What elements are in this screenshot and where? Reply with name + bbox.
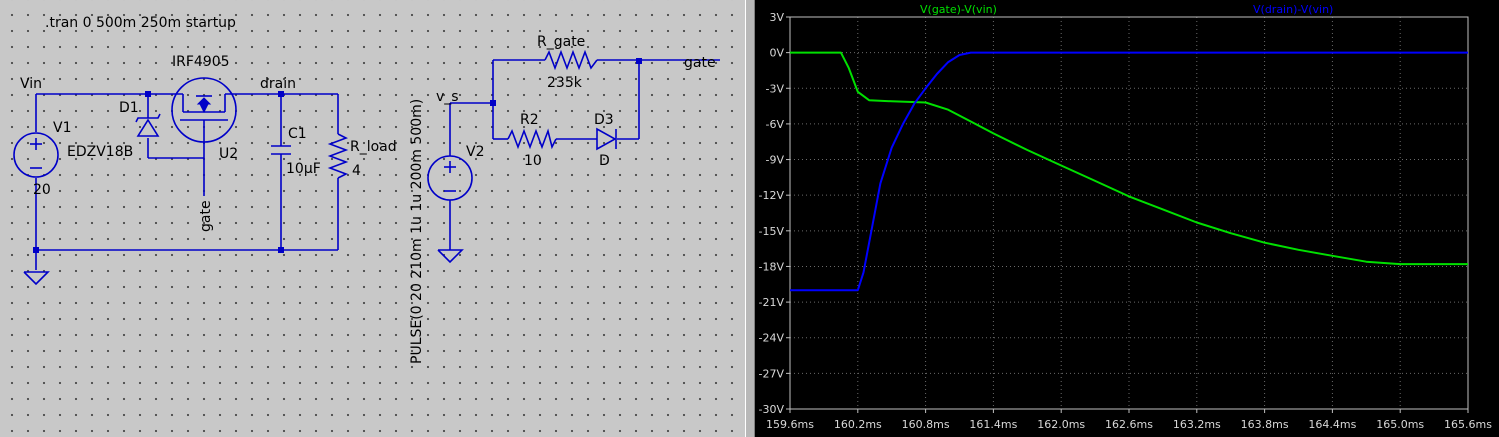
u2-pmos-transistor[interactable] <box>165 78 243 142</box>
y-tick-label: -15V <box>759 225 785 238</box>
d1-name: D1 <box>119 100 139 116</box>
r2-resistor[interactable] <box>508 131 556 147</box>
x-tick-label: 165.6ms <box>1444 418 1492 431</box>
net-label-gate-right[interactable]: gate <box>684 55 716 71</box>
y-tick-label: 3V <box>769 11 784 24</box>
r-gate-name: R_gate <box>537 34 585 50</box>
x-tick-label: 163.2ms <box>1173 418 1221 431</box>
y-tick-label: -24V <box>759 332 785 345</box>
d3-value: D <box>599 153 610 169</box>
y-tick-label: 0V <box>769 47 784 60</box>
net-label-gate-bottom[interactable]: gate <box>198 200 214 232</box>
x-tick-label: 161.4ms <box>969 418 1017 431</box>
x-tick-label: 163.8ms <box>1241 418 1289 431</box>
trace-label-drain[interactable]: V(drain)-V(vin) <box>1253 3 1333 16</box>
x-tick-label: 162.0ms <box>1037 418 1085 431</box>
v2-voltage-source[interactable] <box>428 156 472 200</box>
spice-directive[interactable]: .tran 0 500m 250m startup <box>45 15 236 31</box>
y-tick-label: -30V <box>759 403 785 416</box>
y-tick-label: -9V <box>766 154 785 167</box>
r-load-resistor[interactable] <box>330 134 346 178</box>
d3-name: D3 <box>594 112 614 128</box>
ground-symbol-right[interactable] <box>438 250 462 262</box>
c1-name: C1 <box>288 126 307 142</box>
waveform-plot[interactable]: 3V 0V -3V -6V -9V -12V -15V -18V -21V -24V -27V -30… <box>755 0 1499 437</box>
r-gate-value: 235k <box>547 75 583 91</box>
net-label-vin[interactable]: Vin <box>20 76 42 92</box>
schematic-editor[interactable]: .tran 0 500m 250m startup <box>0 0 745 437</box>
d1-zener-diode[interactable] <box>136 114 160 136</box>
x-tick-label: 165.0ms <box>1376 418 1424 431</box>
wires-gate-drive <box>450 60 720 250</box>
v1-name: V1 <box>53 120 71 136</box>
r-load-value: 4 <box>352 163 361 179</box>
d1-value: EDZV18B <box>67 144 133 160</box>
v2-name: V2 <box>466 144 484 160</box>
v1-voltage-source[interactable] <box>14 133 58 177</box>
x-tick-label: 160.8ms <box>902 418 950 431</box>
net-label-v-s[interactable]: v_s <box>436 89 459 105</box>
ground-symbol-left[interactable] <box>24 272 48 284</box>
r-load-name: R_load <box>350 139 397 155</box>
pane-splitter[interactable] <box>745 0 755 437</box>
y-tick-label: -27V <box>759 367 785 380</box>
y-tick-label: -6V <box>766 118 785 131</box>
y-tick-label: -21V <box>759 296 785 309</box>
c1-value: 10µF <box>286 161 321 177</box>
d3-diode[interactable] <box>597 129 616 149</box>
x-tick-label: 160.2ms <box>834 418 882 431</box>
y-tick-label: -3V <box>766 82 785 95</box>
trace-gate-minus-vin[interactable] <box>790 53 1468 265</box>
x-tick-label: 162.6ms <box>1105 418 1153 431</box>
trace-label-gate[interactable]: V(gate)-V(vin) <box>920 3 997 16</box>
u2-name: U2 <box>219 146 238 162</box>
v1-value: 20 <box>33 182 51 198</box>
y-tick-label: -18V <box>759 260 785 273</box>
u2-value: IRF4905 <box>172 54 230 70</box>
y-tick-label: -12V <box>759 189 785 202</box>
r2-value: 10 <box>524 153 542 169</box>
x-tick-label: 164.4ms <box>1308 418 1356 431</box>
waveform-viewer[interactable]: 3V 0V -3V -6V -9V -12V -15V -18V -21V -24V -27V -30… <box>755 0 1499 437</box>
x-tick-label: 159.6ms <box>766 418 814 431</box>
r-gate-resistor[interactable] <box>545 52 597 68</box>
net-label-drain[interactable]: drain <box>260 76 296 92</box>
y-axis-ticks: 3V 0V -3V -6V -9V -12V -15V -18V -21V -24V -27V -30… <box>759 11 791 416</box>
c1-capacitor[interactable] <box>271 146 291 154</box>
schematic-canvas[interactable]: .tran 0 500m 250m startup <box>0 0 745 437</box>
x-axis-ticks: 159.6ms 160.2ms 160.8ms 161.4ms 162.0ms 162.6… <box>766 409 1492 431</box>
v2-value: PULSE(0 20 210m 1u 1u 200m 500m) <box>409 99 425 364</box>
r2-name: R2 <box>520 112 539 128</box>
grid-lines <box>790 17 1468 409</box>
